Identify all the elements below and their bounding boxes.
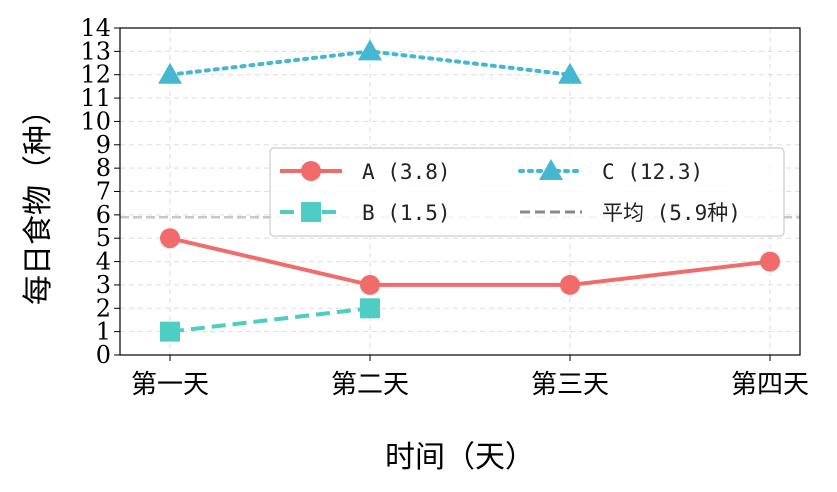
data-point (760, 251, 780, 272)
x-axis-ticks: 第一天 第二天 第三天 第四天 (131, 355, 809, 400)
legend: A (3.8) C (12.3) B (1.5) 平均 (5.9种) (269, 147, 785, 237)
data-point (360, 298, 380, 319)
series-markers (158, 39, 780, 342)
data-point (360, 274, 380, 295)
y-tick-label: 8 (96, 154, 111, 182)
x-tick-label: 第二天 (331, 370, 409, 400)
legend-label: B (1.5) (362, 201, 451, 225)
y-tick-label: 10 (80, 107, 111, 135)
y-tick-label: 14 (80, 14, 111, 42)
y-tick-label: 3 (96, 271, 111, 299)
data-point (160, 321, 180, 342)
data-point (560, 274, 580, 295)
legend-box (269, 147, 785, 237)
x-tick-label: 第一天 (131, 370, 209, 400)
y-tick-label: 4 (96, 248, 111, 276)
y-tick-label: 5 (96, 224, 111, 252)
data-point (558, 62, 582, 84)
legend-swatch-marker (301, 202, 321, 222)
legend-label: C (12.3) (602, 160, 703, 184)
y-tick-label: 12 (80, 61, 111, 89)
y-tick-label: 6 (96, 201, 111, 229)
y-axis-label: 每日食物（种） (21, 95, 56, 305)
y-tick-label: 0 (96, 341, 111, 369)
series-line-0 (169, 236, 771, 287)
data-point (160, 228, 180, 249)
x-tick-label: 第三天 (531, 370, 609, 400)
x-axis-label: 时间（天） (385, 440, 535, 475)
y-tick-label: 1 (96, 318, 111, 346)
y-tick-label: 2 (96, 294, 111, 322)
data-point (158, 62, 182, 84)
y-tick-label: 11 (80, 84, 111, 112)
legend-label: 平均 (5.9种) (602, 201, 741, 225)
y-tick-label: 7 (96, 178, 111, 206)
y-tick-label: 9 (96, 131, 111, 159)
legend-swatch-marker (539, 159, 563, 180)
series-line-1 (169, 306, 371, 334)
legend-swatch-marker (301, 161, 321, 181)
legend-label: A (3.8) (362, 160, 451, 184)
y-tick-label: 13 (80, 37, 111, 65)
data-point (358, 39, 382, 61)
x-tick-label: 第四天 (731, 370, 809, 400)
